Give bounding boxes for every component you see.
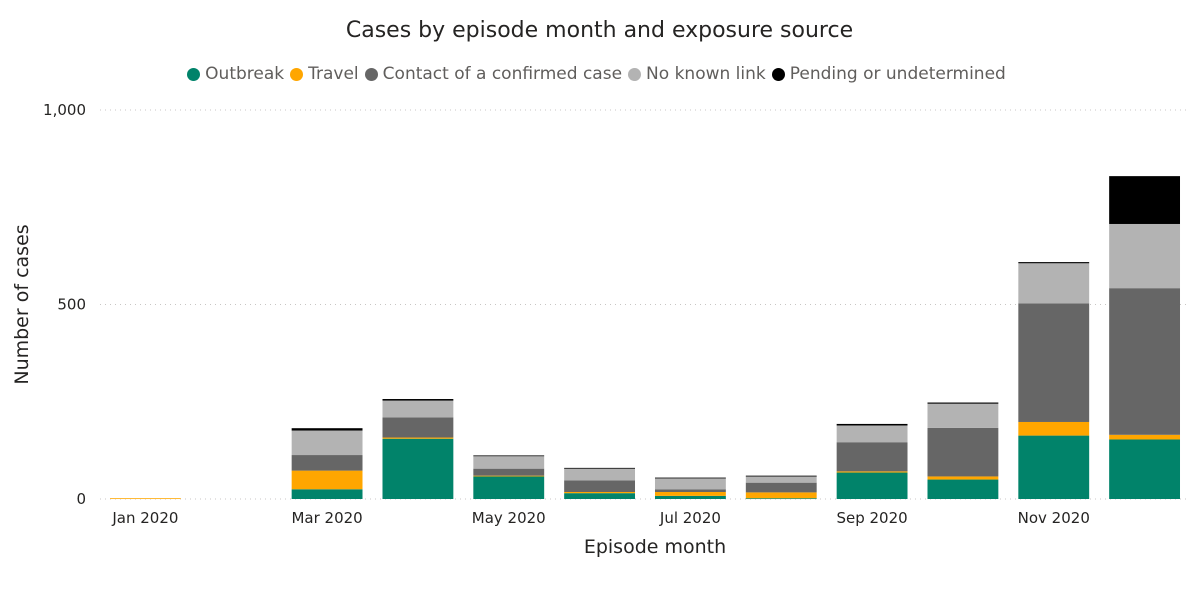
- x-tick-label-6: Jul 2020: [659, 509, 721, 527]
- x-axis-title: Episode month: [584, 536, 726, 558]
- bar-segment-4-0[interactable]: [473, 476, 545, 499]
- bar-segment-10-3[interactable]: [1018, 263, 1090, 304]
- bar-segment-10-2[interactable]: [1018, 303, 1090, 422]
- legend-item-3[interactable]: No known link: [628, 64, 766, 84]
- x-tick-label-4: May 2020: [472, 509, 546, 527]
- legend-marker-0: [187, 67, 201, 81]
- y-tick-label-0: 0: [76, 490, 86, 508]
- y-tick-label-1: 500: [57, 296, 86, 314]
- legend-label-2: Contact of a confirmed case: [382, 64, 623, 84]
- y-tick-label-2: 1,000: [43, 101, 86, 119]
- bar-segment-7-4[interactable]: [745, 475, 817, 477]
- legend-marker-2: [364, 67, 378, 81]
- chart-legend: Outbreak Travel Contact of a confirmed cas…: [0, 64, 1199, 84]
- bar-segment-11-4[interactable]: [1109, 176, 1181, 224]
- bar-segment-2-0[interactable]: [291, 489, 363, 499]
- bar-segment-5-2[interactable]: [564, 480, 636, 492]
- bar-segment-9-1[interactable]: [927, 476, 999, 480]
- bar-segment-9-4[interactable]: [927, 402, 999, 404]
- bar-segment-3-0[interactable]: [382, 438, 454, 499]
- bar-segment-2-1[interactable]: [291, 470, 363, 490]
- legend-item-4[interactable]: Pending or undetermined: [771, 64, 1006, 84]
- bar-segment-4-3[interactable]: [473, 456, 545, 469]
- legend-label-1: Travel: [308, 64, 359, 84]
- x-tick-label-0: Jan 2020: [111, 509, 178, 527]
- bar-segment-10-0[interactable]: [1018, 435, 1090, 499]
- bar-segment-2-2[interactable]: [291, 455, 363, 471]
- bar-segment-11-2[interactable]: [1109, 288, 1181, 435]
- bar-segment-5-1[interactable]: [564, 491, 636, 494]
- bar-segment-5-4[interactable]: [564, 467, 636, 469]
- bar-segment-5-0[interactable]: [564, 493, 636, 499]
- y-axis-title: Number of cases: [11, 224, 33, 384]
- bar-segment-9-0[interactable]: [927, 479, 999, 499]
- bar-segment-6-1[interactable]: [654, 491, 726, 496]
- bar-segment-7-2[interactable]: [745, 482, 817, 493]
- x-tick-label-2: Mar 2020: [291, 509, 362, 527]
- legend-marker-3: [628, 67, 642, 81]
- x-tick-label-10: Nov 2020: [1018, 509, 1090, 527]
- bar-segment-3-1[interactable]: [382, 437, 454, 439]
- bar-segment-4-4[interactable]: [473, 455, 545, 457]
- bar-segment-9-3[interactable]: [927, 403, 999, 428]
- bar-segment-3-2[interactable]: [382, 417, 454, 438]
- bar-segment-7-3[interactable]: [745, 476, 817, 483]
- legend-item-0[interactable]: Outbreak: [187, 64, 284, 84]
- bar-segment-3-3[interactable]: [382, 400, 454, 418]
- bar-segment-7-0[interactable]: [745, 498, 817, 500]
- bar-segment-5-3[interactable]: [564, 468, 636, 481]
- bar-segment-2-3[interactable]: [291, 430, 363, 456]
- bar-segment-6-2[interactable]: [654, 489, 726, 492]
- bar-segment-0-1[interactable]: [109, 498, 181, 500]
- bar-segment-4-1[interactable]: [473, 475, 545, 477]
- legend-marker-1: [290, 67, 304, 81]
- legend-item-1[interactable]: Travel: [290, 64, 359, 84]
- bar-segment-6-4[interactable]: [654, 477, 726, 479]
- bar-segment-11-1[interactable]: [1109, 434, 1181, 440]
- legend-marker-4: [771, 67, 785, 81]
- bar-segment-11-3[interactable]: [1109, 223, 1181, 289]
- x-tick-label-8: Sep 2020: [836, 509, 907, 527]
- bar-segment-8-3[interactable]: [836, 425, 908, 443]
- legend-item-2[interactable]: Contact of a confirmed case: [364, 64, 623, 84]
- bar-segment-2-4[interactable]: [291, 428, 363, 431]
- bar-segment-11-0[interactable]: [1109, 439, 1181, 499]
- legend-label-0: Outbreak: [205, 64, 285, 84]
- bar-segment-8-1[interactable]: [836, 471, 908, 473]
- bar-segment-7-1[interactable]: [745, 492, 817, 499]
- legend-label-3: No known link: [646, 64, 766, 84]
- chart-title: Cases by episode month and exposure sour…: [345, 18, 854, 43]
- bar-segment-10-1[interactable]: [1018, 421, 1090, 436]
- bar-segment-3-4[interactable]: [382, 399, 454, 401]
- bar-segment-9-2[interactable]: [927, 427, 999, 477]
- bar-segment-4-2[interactable]: [473, 468, 545, 476]
- bar-segment-6-0[interactable]: [654, 495, 726, 499]
- bar-segment-8-2[interactable]: [836, 442, 908, 472]
- legend-label-4: Pending or undetermined: [789, 64, 1006, 84]
- bar-segment-10-4[interactable]: [1018, 262, 1090, 264]
- bar-segment-8-4[interactable]: [836, 423, 908, 426]
- bar-segment-6-3[interactable]: [654, 478, 726, 490]
- bar-segment-8-0[interactable]: [836, 472, 908, 499]
